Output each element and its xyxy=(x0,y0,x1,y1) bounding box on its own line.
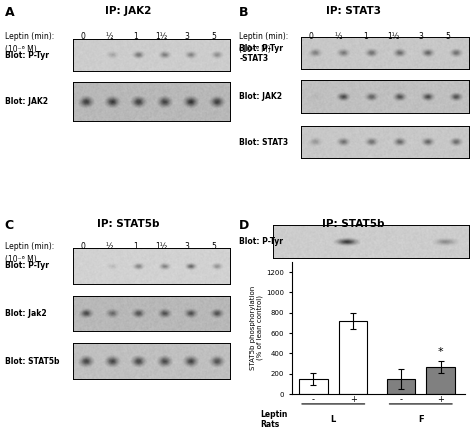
Text: D: D xyxy=(239,219,250,232)
Text: 0: 0 xyxy=(308,32,313,42)
Text: 1½: 1½ xyxy=(155,32,167,42)
Bar xyxy=(426,367,455,394)
Text: 1½: 1½ xyxy=(387,32,399,42)
Text: 0: 0 xyxy=(81,242,85,252)
Text: IP: STAT3: IP: STAT3 xyxy=(326,6,381,16)
Text: 3: 3 xyxy=(418,32,423,42)
Text: Blot: P-Tyr: Blot: P-Tyr xyxy=(5,262,49,270)
Text: 0: 0 xyxy=(81,32,85,42)
Text: A: A xyxy=(5,6,14,19)
Text: IP: STAT5b: IP: STAT5b xyxy=(97,219,159,229)
Text: B: B xyxy=(239,6,249,19)
Text: Leptin (min):: Leptin (min): xyxy=(239,32,289,42)
Text: Blot: P-Tyr: Blot: P-Tyr xyxy=(239,237,283,246)
Text: Blot: Jak2: Blot: Jak2 xyxy=(5,309,46,318)
Text: 1: 1 xyxy=(133,242,137,252)
Text: Rats: Rats xyxy=(260,420,280,430)
Text: Blot: P-Tyr: Blot: P-Tyr xyxy=(5,51,49,60)
Text: *: * xyxy=(438,347,444,358)
Bar xyxy=(387,379,415,394)
Text: IP: STAT5b: IP: STAT5b xyxy=(322,219,384,229)
Text: Leptin: Leptin xyxy=(260,410,288,419)
Y-axis label: STAT5b phosphorylation
(% of lean control): STAT5b phosphorylation (% of lean contro… xyxy=(250,286,263,370)
Text: ½: ½ xyxy=(105,32,113,42)
Text: 5: 5 xyxy=(211,32,216,42)
Text: 1: 1 xyxy=(363,32,368,42)
Text: 1: 1 xyxy=(133,32,137,42)
Text: (10⁻⁶ M): (10⁻⁶ M) xyxy=(5,45,36,55)
Text: 5: 5 xyxy=(446,32,450,42)
Text: (10⁻⁶ M): (10⁻⁶ M) xyxy=(239,45,271,55)
Text: ½: ½ xyxy=(334,32,342,42)
Text: 5: 5 xyxy=(211,242,216,252)
Text: (10⁻⁶ M): (10⁻⁶ M) xyxy=(5,255,36,265)
Text: ½: ½ xyxy=(105,242,113,252)
Text: C: C xyxy=(5,219,14,232)
Text: Leptin (min):: Leptin (min): xyxy=(5,242,54,252)
Text: 1½: 1½ xyxy=(155,242,167,252)
Text: 3: 3 xyxy=(185,242,190,252)
Text: IP: JAK2: IP: JAK2 xyxy=(105,6,151,16)
Text: Blot: STAT3: Blot: STAT3 xyxy=(239,138,289,146)
Bar xyxy=(339,321,367,394)
Text: Blot: JAK2: Blot: JAK2 xyxy=(5,97,48,106)
Text: L: L xyxy=(331,414,336,423)
Text: Blot: STAT5b: Blot: STAT5b xyxy=(5,357,59,365)
Text: F: F xyxy=(418,414,424,423)
Text: Leptin (min):: Leptin (min): xyxy=(5,32,54,42)
Bar xyxy=(299,379,328,394)
Text: Blot: P-Tyr
-STAT3: Blot: P-Tyr -STAT3 xyxy=(239,44,283,63)
Text: 3: 3 xyxy=(185,32,190,42)
Text: Blot: JAK2: Blot: JAK2 xyxy=(239,92,283,101)
